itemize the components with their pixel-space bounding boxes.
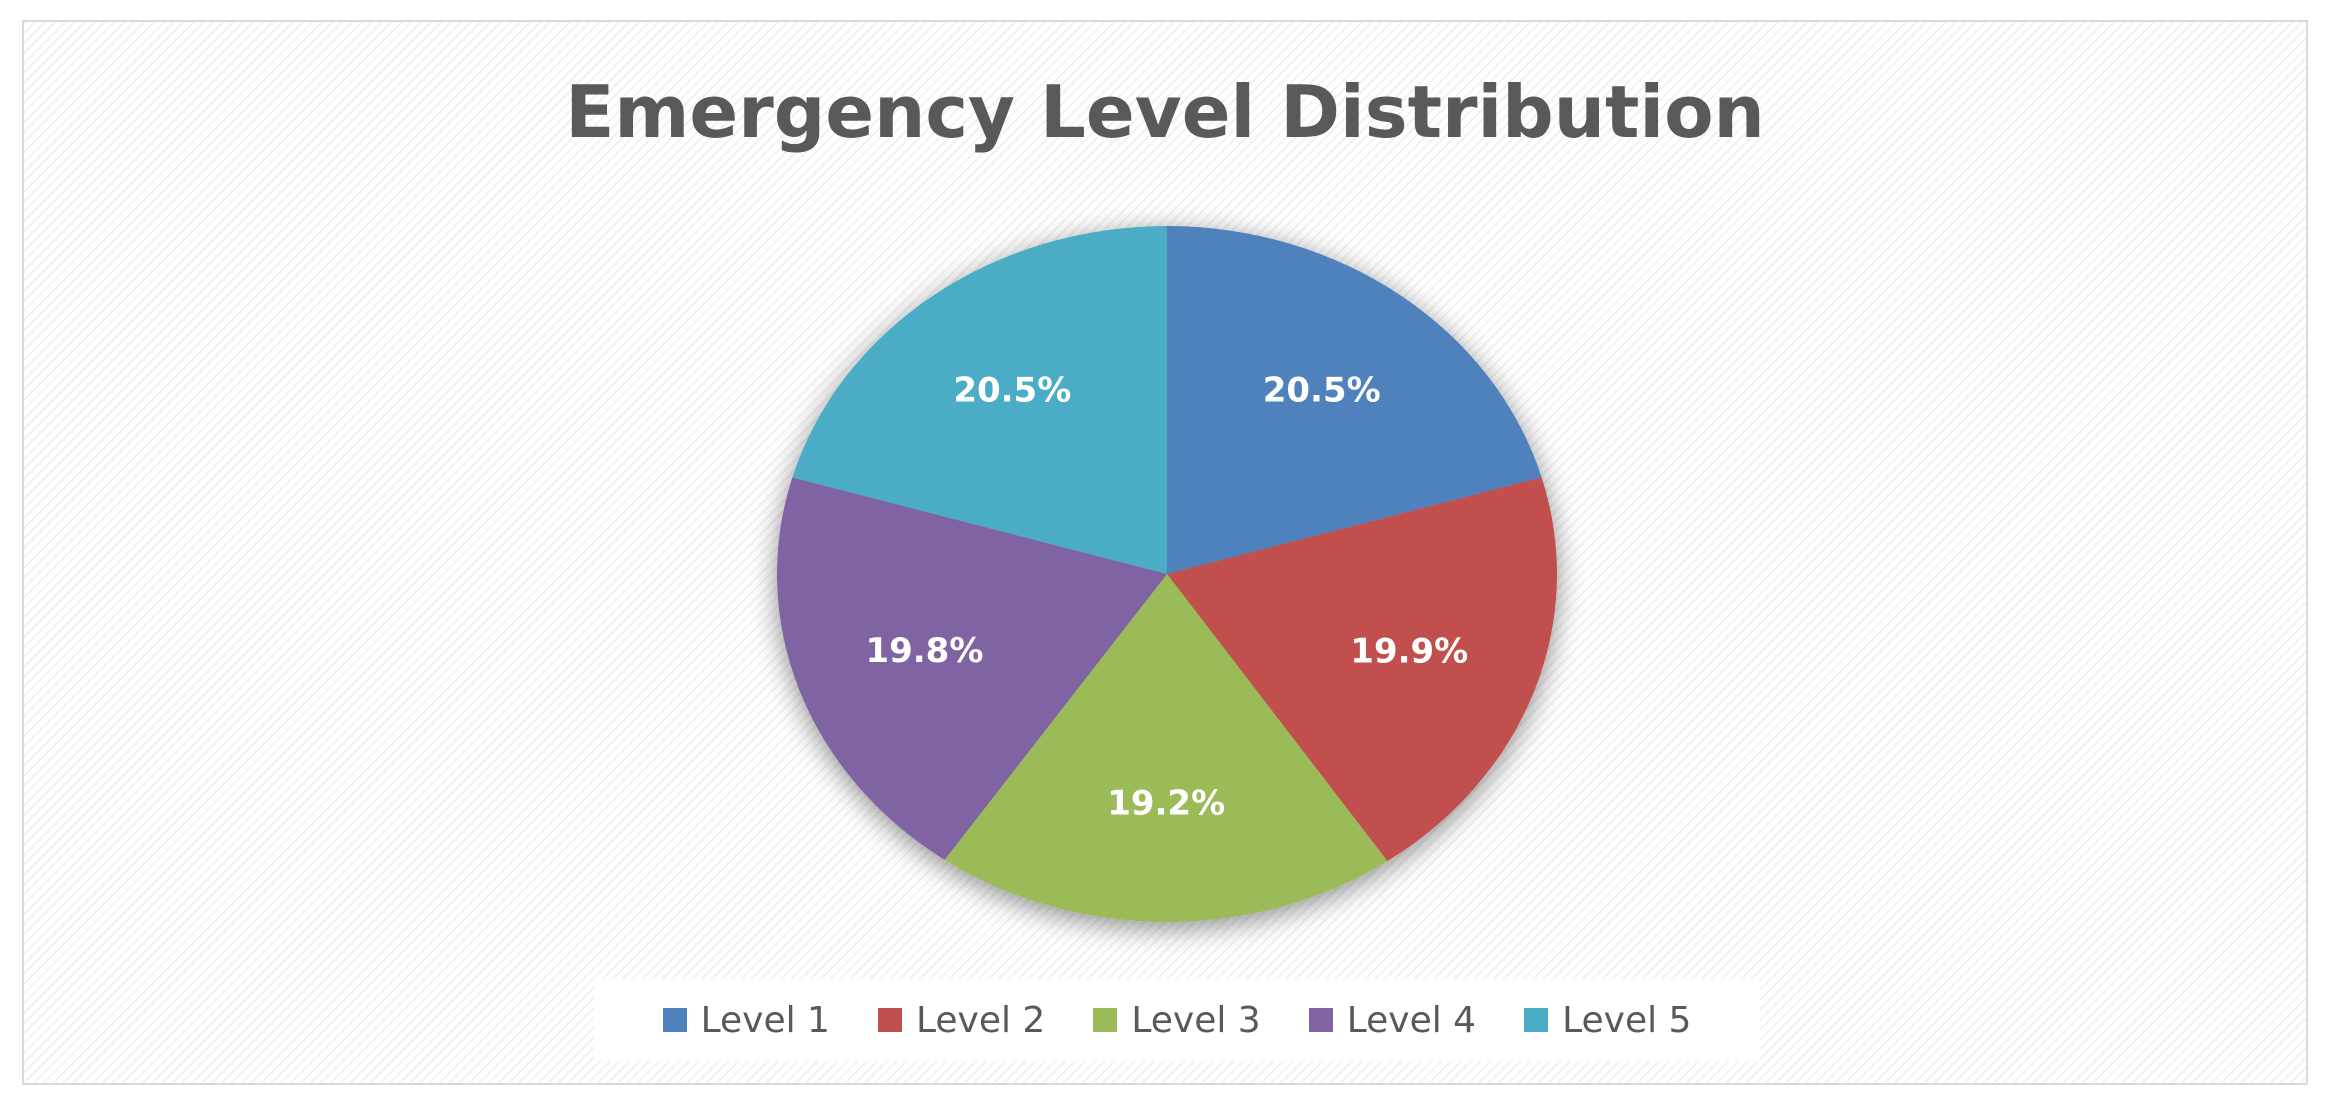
- legend-label: Level 4: [1346, 999, 1477, 1041]
- chart-area: Emergency Level Distribution 20.5% 19.9% 1…: [22, 20, 2308, 1085]
- legend-label: Level 5: [1562, 999, 1692, 1041]
- legend-swatch: [1524, 1008, 1549, 1032]
- pie-slice-5: [792, 226, 1167, 574]
- legend-label: Level 1: [700, 999, 830, 1041]
- legend-swatch: [1093, 1008, 1118, 1032]
- legend-item-level-2: Level 2: [877, 999, 1046, 1041]
- legend-item-level-3: Level 3: [1093, 999, 1261, 1041]
- data-label-4: 19.8%: [865, 631, 983, 671]
- data-label-1: 20.5%: [1263, 370, 1381, 410]
- data-label-5: 20.5%: [953, 370, 1071, 410]
- data-label-3: 19.2%: [1107, 784, 1225, 824]
- legend-swatch: [1308, 1008, 1333, 1032]
- legend-item-level-5: Level 5: [1524, 1000, 1691, 1041]
- legend-swatch: [877, 1008, 902, 1032]
- data-label-2: 19.9%: [1350, 632, 1468, 672]
- legend-item-level-4: Level 4: [1308, 999, 1477, 1041]
- pie-slice-4: [777, 477, 1167, 860]
- legend-swatch: [662, 1008, 687, 1032]
- legend-label: Level 3: [1131, 999, 1261, 1041]
- pie-slice-1: [1167, 226, 1542, 574]
- legend-label: Level 2: [915, 999, 1046, 1041]
- pie-slice-3: [944, 574, 1388, 922]
- chart-title: Emergency Level Distribution: [565, 70, 1765, 154]
- legend-item-level-1: Level 1: [662, 999, 830, 1041]
- pie-slice-2: [1167, 477, 1558, 862]
- legend: Level 1 Level 2 Level 3 Level 4 Level 5: [594, 979, 1760, 1061]
- pie-chart: 20.5% 19.9% 19.2% 19.8% 20.5%: [777, 226, 1558, 922]
